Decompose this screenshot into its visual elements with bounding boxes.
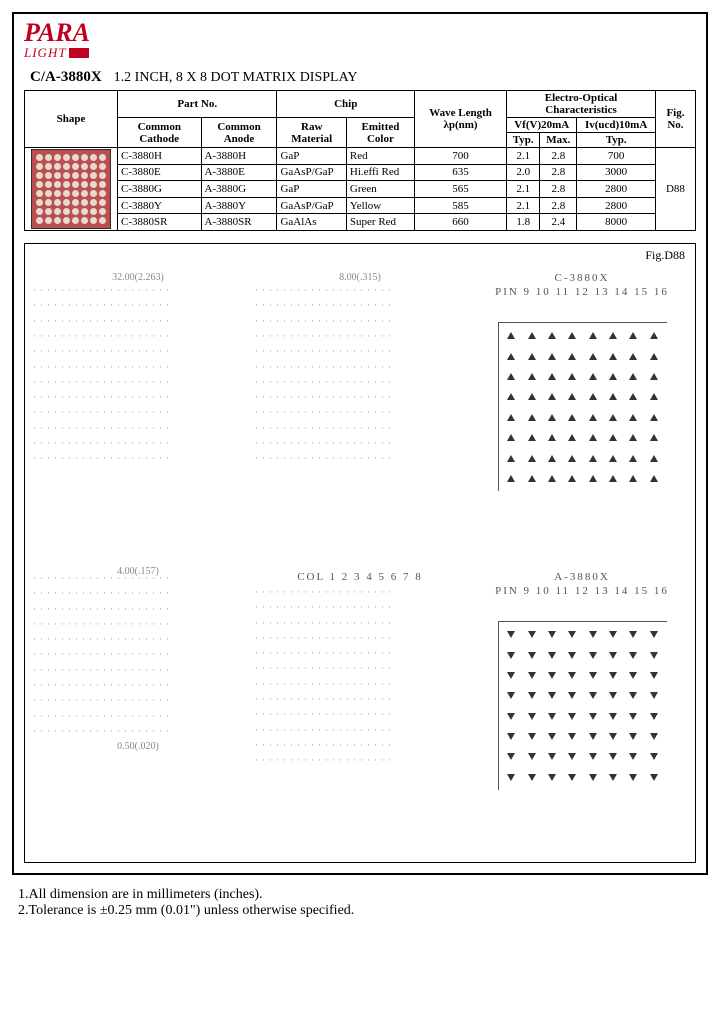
cell-anode: A-3880E: [201, 164, 277, 181]
dim-side: 8.00(.315): [255, 272, 465, 283]
part-desc: 1.2 INCH, 8 X 8 DOT MATRIX DISPLAY: [114, 70, 358, 85]
dim-top: 32.00(2.263): [33, 272, 243, 283]
th-chip: Chip: [277, 91, 414, 118]
bottom-view: COL 1 2 3 4 5 6 7 8 ····················…: [255, 571, 465, 854]
th-emitted: Emitted Color: [346, 118, 414, 148]
dim-pin: 0.50(.020): [33, 741, 243, 752]
cell-wave: 585: [414, 197, 506, 214]
cell-cathode: C-3880Y: [118, 197, 202, 214]
cell-raw: GaP: [277, 148, 346, 165]
dot-matrix-icon: [31, 149, 111, 229]
front-view: 32.00(2.263) ···················· ······…: [33, 272, 243, 555]
th-cathode: Common Cathode: [118, 118, 202, 148]
table-row: C-3880YA-3880YGaAsP/GaPYellow5852.12.828…: [25, 197, 696, 214]
cell-color: Yellow: [346, 197, 414, 214]
table-row: C-3880EA-3880EGaAsP/GaPHi.effi Red6352.0…: [25, 164, 696, 181]
a-pins: PIN 9 10 11 12 13 14 15 16: [477, 585, 687, 597]
cell-vf_max: 2.4: [540, 214, 577, 231]
cell-cathode: C-3880H: [118, 148, 202, 165]
diagram-area: Fig.D88 32.00(2.263) ···················…: [24, 243, 696, 863]
a-schematic: A-3880X PIN 9 10 11 12 13 14 15 16: [477, 571, 687, 854]
cell-figno: D88: [655, 148, 695, 231]
th-figno: Fig. No.: [655, 91, 695, 148]
cell-raw: GaAsP/GaP: [277, 164, 346, 181]
th-partno: Part No.: [118, 91, 277, 118]
table-row: C-3880SRA-3880SRGaAlAsSuper Red6601.82.4…: [25, 214, 696, 231]
cell-anode: A-3880SR: [201, 214, 277, 231]
logo-main: PARA: [24, 22, 90, 44]
cell-raw: GaAlAs: [277, 214, 346, 231]
cell-vf_typ: 2.1: [507, 148, 540, 165]
cell-cathode: C-3880E: [118, 164, 202, 181]
cell-anode: A-3880G: [201, 181, 277, 198]
cell-anode: A-3880H: [201, 148, 277, 165]
c-label: C-3880X: [477, 272, 687, 284]
page-frame: PARA LIGHT C/A-3880X 1.2 INCH, 8 X 8 DOT…: [12, 12, 708, 875]
th-eoc: Electro-Optical Characteristics: [507, 91, 656, 118]
th-raw: Raw Material: [277, 118, 346, 148]
pin-view: ···················· ···················…: [33, 571, 243, 854]
note-1: 1.All dimension are in millimeters (inch…: [18, 887, 702, 903]
cell-vf_typ: 1.8: [507, 214, 540, 231]
cell-wave: 565: [414, 181, 506, 198]
cell-raw: GaP: [277, 181, 346, 198]
shape-cell: [25, 148, 118, 231]
th-typ1: Typ.: [507, 133, 540, 148]
cell-color: Red: [346, 148, 414, 165]
table-row: C-3880HA-3880HGaPRed7002.12.8700D88: [25, 148, 696, 165]
cell-vf_max: 2.8: [540, 181, 577, 198]
th-iv: Iv(ucd)10mA: [577, 118, 656, 133]
cell-iv: 2800: [577, 181, 656, 198]
c-schematic: C-3880X PIN 9 10 11 12 13 14 15 16: [477, 272, 687, 555]
cell-color: Super Red: [346, 214, 414, 231]
a-label: A-3880X: [477, 571, 687, 583]
cell-color: Green: [346, 181, 414, 198]
logo-bar-icon: [69, 48, 89, 58]
th-shape: Shape: [25, 91, 118, 148]
cell-vf_typ: 2.1: [507, 197, 540, 214]
cell-anode: A-3880Y: [201, 197, 277, 214]
cell-cathode: C-3880G: [118, 181, 202, 198]
cell-wave: 700: [414, 148, 506, 165]
cell-iv: 700: [577, 148, 656, 165]
cell-cathode: C-3880SR: [118, 214, 202, 231]
note-2: 2.Tolerance is ±0.25 mm (0.01") unless o…: [18, 903, 702, 919]
cell-wave: 635: [414, 164, 506, 181]
cell-vf_typ: 2.1: [507, 181, 540, 198]
logo: PARA LIGHT: [24, 22, 696, 62]
col-labels: COL 1 2 3 4 5 6 7 8: [255, 571, 465, 583]
th-anode: Common Anode: [201, 118, 277, 148]
cell-vf_typ: 2.0: [507, 164, 540, 181]
cell-wave: 660: [414, 214, 506, 231]
cell-iv: 8000: [577, 214, 656, 231]
th-vf: Vf(V)20mA: [507, 118, 577, 133]
cell-vf_max: 2.8: [540, 148, 577, 165]
spec-table: Shape Part No. Chip Wave Length λp(nm) E…: [24, 90, 696, 231]
cell-vf_max: 2.8: [540, 164, 577, 181]
table-row: C-3880GA-3880GGaPGreen5652.12.82800: [25, 181, 696, 198]
part-title: C/A-3880X: [30, 69, 102, 85]
cell-vf_max: 2.8: [540, 197, 577, 214]
c-pins: PIN 9 10 11 12 13 14 15 16: [477, 286, 687, 298]
th-max: Max.: [540, 133, 577, 148]
th-typ2: Typ.: [577, 133, 656, 148]
cell-iv: 3000: [577, 164, 656, 181]
logo-sub: LIGHT: [24, 45, 67, 60]
fig-label: Fig.D88: [645, 248, 685, 263]
notes: 1.All dimension are in millimeters (inch…: [18, 887, 702, 919]
cell-color: Hi.effi Red: [346, 164, 414, 181]
side-view: 8.00(.315) ···················· ········…: [255, 272, 465, 555]
title-row: C/A-3880X 1.2 INCH, 8 X 8 DOT MATRIX DIS…: [24, 66, 696, 90]
cell-iv: 2800: [577, 197, 656, 214]
th-wave: Wave Length λp(nm): [414, 91, 506, 148]
cell-raw: GaAsP/GaP: [277, 197, 346, 214]
